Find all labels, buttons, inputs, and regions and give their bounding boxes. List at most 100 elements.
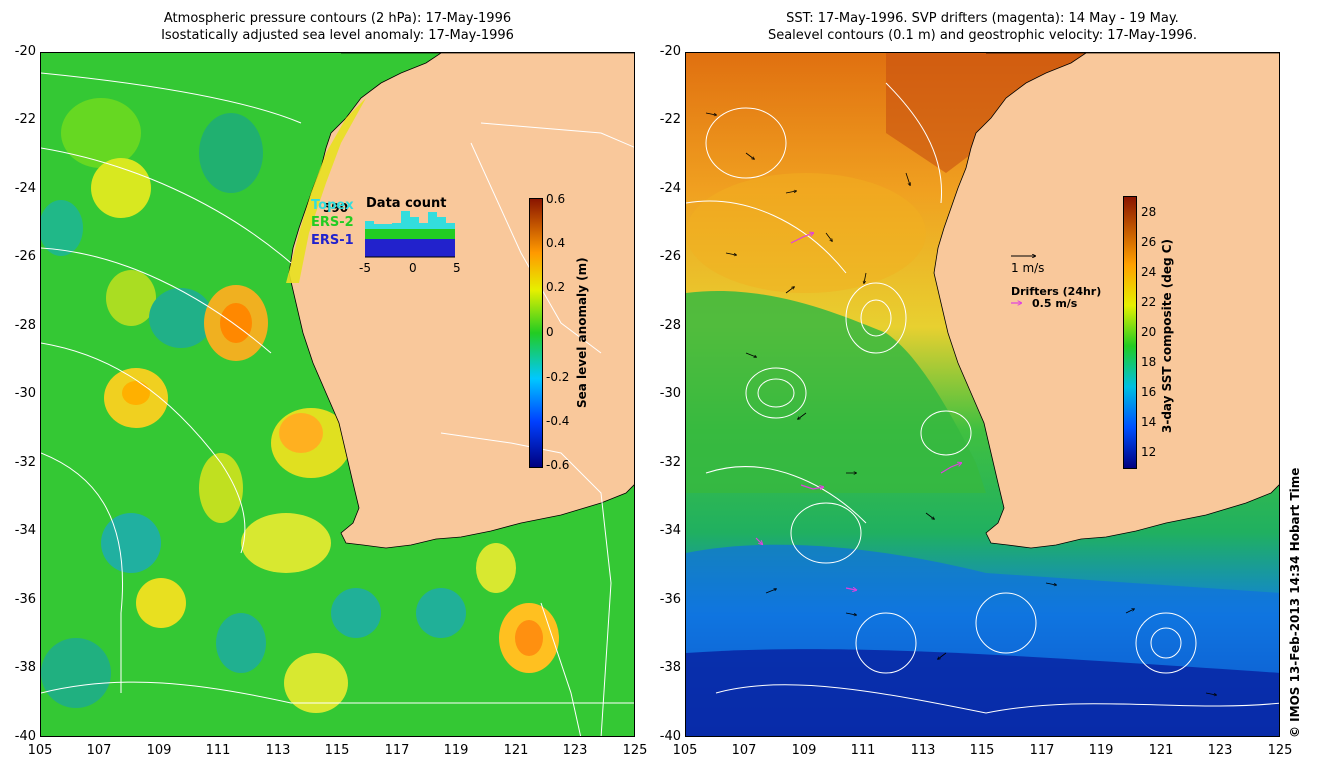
- velocity-arrow: [705, 112, 716, 115]
- land: [933, 53, 1279, 549]
- velocity-arrow: [798, 412, 807, 419]
- inset-title: Data count: [366, 196, 447, 211]
- inset-count: 590: [323, 201, 349, 215]
- inset-xtick-3: 5: [453, 261, 461, 275]
- sla-blob: [220, 303, 252, 343]
- sla-blob: [199, 113, 263, 193]
- right-title: SST: 17-May-1996. SVP drifters (magenta)…: [685, 10, 1280, 44]
- sst-tick: 20: [1141, 325, 1157, 339]
- right-xtick: 109: [791, 743, 817, 758]
- velocity-arrows: [705, 112, 1216, 695]
- sst-patches: [686, 53, 1279, 736]
- pressure-contour: [41, 452, 123, 693]
- sealevel-contour: [975, 592, 1037, 654]
- land: [286, 53, 634, 549]
- sealevel-contour: [855, 612, 917, 674]
- sealevel-contour: [885, 82, 943, 204]
- velocity-arrow: [765, 589, 776, 594]
- sst-tick: 22: [1141, 295, 1157, 309]
- left-map-field: [41, 53, 634, 736]
- sla-tick: 0.4: [546, 236, 566, 250]
- sla-blob: [41, 200, 83, 256]
- right-xtick: 111: [850, 743, 876, 758]
- left-ytick: -24: [14, 181, 36, 196]
- left-ytick: -38: [14, 660, 36, 675]
- sla-tick: -0.2: [546, 370, 570, 384]
- sealevel-contour: [845, 282, 907, 354]
- sla-tick: 0: [546, 325, 554, 339]
- right-ytick: -22: [659, 112, 681, 127]
- sealevel-contours: [686, 82, 1279, 714]
- australia-landmass: [288, 53, 634, 549]
- sla-blob: [199, 453, 243, 523]
- inset-histogram: [365, 211, 455, 258]
- right-ytick: -20: [659, 44, 681, 59]
- pressure-contour: [41, 147, 292, 264]
- sla-blob: [241, 513, 331, 573]
- sla-blob: [41, 638, 111, 708]
- right-ytick: -24: [659, 181, 681, 196]
- sst-patch: [686, 649, 1279, 736]
- sealevel-contour: [705, 466, 867, 524]
- left-xtick: 109: [146, 743, 172, 758]
- left-ytick: -36: [14, 592, 36, 607]
- right-title-line1: SST: 17-May-1996. SVP drifters (magenta)…: [786, 11, 1179, 26]
- sst-tick: 28: [1141, 205, 1157, 219]
- velocity-arrow: [1205, 692, 1216, 695]
- drifters-scale-label: 0.5 m/s: [1032, 297, 1078, 310]
- right-xtick: 125: [1267, 743, 1293, 758]
- left-ytick: -40: [14, 729, 36, 744]
- sla-tick: -0.6: [546, 458, 570, 472]
- left-title: Atmospheric pressure contours (2 hPa): 1…: [40, 10, 635, 44]
- sst-colorbar: [1123, 196, 1137, 469]
- sealevel-contour: [757, 378, 795, 408]
- right-map-field: [686, 53, 1279, 736]
- sla-blob: [61, 98, 141, 168]
- sla-blob: [136, 578, 186, 628]
- pressure-contour: [41, 72, 302, 124]
- left-ytick: -34: [14, 523, 36, 538]
- pressure-contour: [41, 681, 634, 704]
- australia-landmass: [933, 53, 1279, 549]
- drifters-label: Drifters (24hr): [1011, 285, 1102, 298]
- sst-patch: [686, 173, 926, 293]
- sealevel-contour: [1150, 627, 1182, 659]
- right-xtick: 121: [1148, 743, 1174, 758]
- velocity-arrow: [745, 152, 754, 159]
- right-ytick: -34: [659, 523, 681, 538]
- left-xtick: 117: [384, 743, 410, 758]
- sealevel-contour: [860, 299, 892, 337]
- sla-blob: [101, 513, 161, 573]
- left-xtick: 125: [622, 743, 648, 758]
- pressure-contour: [540, 602, 582, 736]
- sealevel-contour: [1135, 612, 1197, 674]
- left-ytick: -32: [14, 455, 36, 470]
- sla-colorbar-label: Sea level anomaly (m): [575, 257, 589, 408]
- sla-tick: 0.2: [546, 280, 566, 294]
- velocity-arrow: [785, 287, 794, 294]
- sla-blob: [149, 288, 213, 348]
- velocity-scale-label: 1 m/s: [1011, 261, 1045, 275]
- sealevel-contour: [920, 410, 972, 456]
- inset-xtick-2: 0: [409, 261, 417, 275]
- legend-topex: Topex: [311, 198, 354, 213]
- sla-blob: [476, 543, 516, 593]
- left-map: 590 Topex ERS-2 ERS-1 Data count -5 0 5 …: [40, 52, 635, 737]
- sealevel-contour: [686, 200, 847, 274]
- drifter-track: [800, 484, 823, 489]
- sla-blob: [515, 620, 543, 656]
- sst-tick: 24: [1141, 265, 1157, 279]
- velocity-arrow: [864, 272, 867, 283]
- drifter-track: [790, 233, 813, 244]
- sealevel-contour: [790, 502, 862, 564]
- velocity-arrow: [938, 652, 947, 659]
- left-xtick: 115: [324, 743, 350, 758]
- pressure-contour: [440, 432, 612, 736]
- sst-tick: 26: [1141, 235, 1157, 249]
- right-ytick: -30: [659, 386, 681, 401]
- sla-blob: [331, 588, 381, 638]
- right-ytick: -40: [659, 729, 681, 744]
- left-ytick: -22: [14, 112, 36, 127]
- sealevel-contour: [745, 367, 807, 419]
- right-ytick: -38: [659, 660, 681, 675]
